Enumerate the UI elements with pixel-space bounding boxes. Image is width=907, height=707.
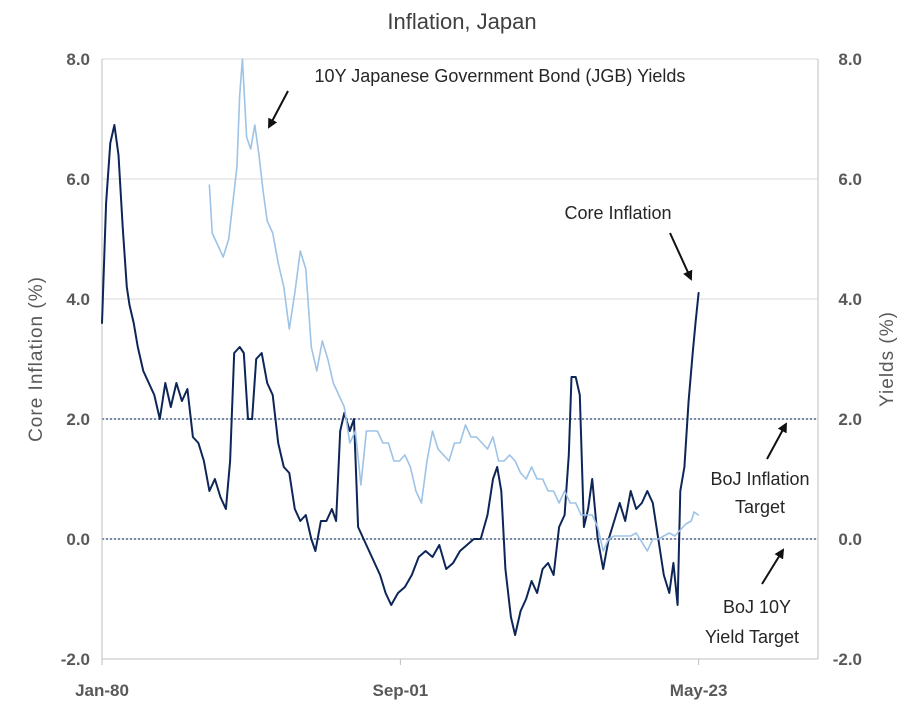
y-axis-title-right: Yields (%) xyxy=(877,311,898,407)
annotation-core-inflation: Core Inflation xyxy=(564,203,671,223)
y-tick-label-left: -2.0 xyxy=(61,650,90,669)
x-tick-label: Jan-80 xyxy=(75,681,129,700)
annotation-arrow xyxy=(766,422,787,460)
y-tick-label-right: -2.0 xyxy=(833,650,862,669)
x-tick-label: Sep-01 xyxy=(373,681,429,700)
y-tick-label-right: 6.0 xyxy=(838,170,862,189)
annotation-arrow xyxy=(761,548,785,585)
chart-title: Inflation, Japan xyxy=(387,9,536,34)
y-tick-label-left: 4.0 xyxy=(66,290,90,309)
annotation-jgb-yields: 10Y Japanese Government Bond (JGB) Yield… xyxy=(315,66,686,86)
y-tick-label-left: 8.0 xyxy=(66,50,90,69)
series-line-core_inflation xyxy=(101,124,700,636)
y-tick-label-right: 0.0 xyxy=(838,530,862,549)
annotation-arrow xyxy=(268,90,289,129)
annotation-boj-inflation-target-line2: Target xyxy=(735,497,785,517)
y-tick-label-left: 2.0 xyxy=(66,410,90,429)
y-tick-label-left: 6.0 xyxy=(66,170,90,189)
series-line-jgb_yields xyxy=(208,58,699,552)
annotation-boj-yield-target-line1: BoJ 10Y xyxy=(723,597,791,617)
y-tick-label-right: 8.0 xyxy=(838,50,862,69)
annotation-arrow xyxy=(669,232,693,281)
y-tick-label-right: 4.0 xyxy=(838,290,862,309)
y-axis-title-left: Core Inflation (%) xyxy=(26,276,47,442)
x-tick-label: May-23 xyxy=(670,681,728,700)
y-tick-label-left: 0.0 xyxy=(66,530,90,549)
annotation-boj-yield-target-line2: Yield Target xyxy=(705,627,799,647)
y-tick-label-right: 2.0 xyxy=(838,410,862,429)
annotation-boj-inflation-target-line1: BoJ Inflation xyxy=(710,469,809,489)
